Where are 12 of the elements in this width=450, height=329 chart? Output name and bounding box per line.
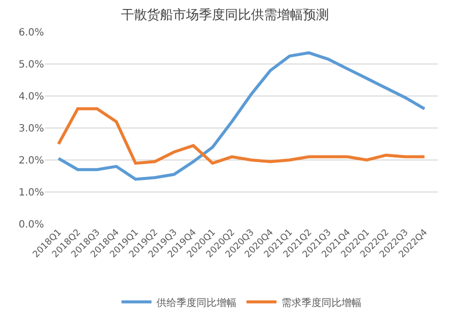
y-tick-label: 0.0%: [18, 220, 44, 230]
y-tick-label: 4.0%: [18, 92, 44, 102]
chart-title: 干散货船市场季度同比供需增幅预测: [121, 6, 329, 23]
line-series: [56, 107, 426, 165]
y-tick-label: 1.0%: [18, 188, 44, 198]
legend-label: 需求季度同比增幅: [282, 296, 362, 309]
legend-label: 供给季度同比增幅: [156, 296, 236, 309]
y-tick-label: 6.0%: [18, 28, 44, 38]
line-series: [56, 51, 426, 181]
y-tick-label: 3.0%: [18, 124, 44, 134]
y-tick-label: 2.0%: [18, 156, 44, 166]
y-tick-label: 5.0%: [18, 60, 44, 70]
